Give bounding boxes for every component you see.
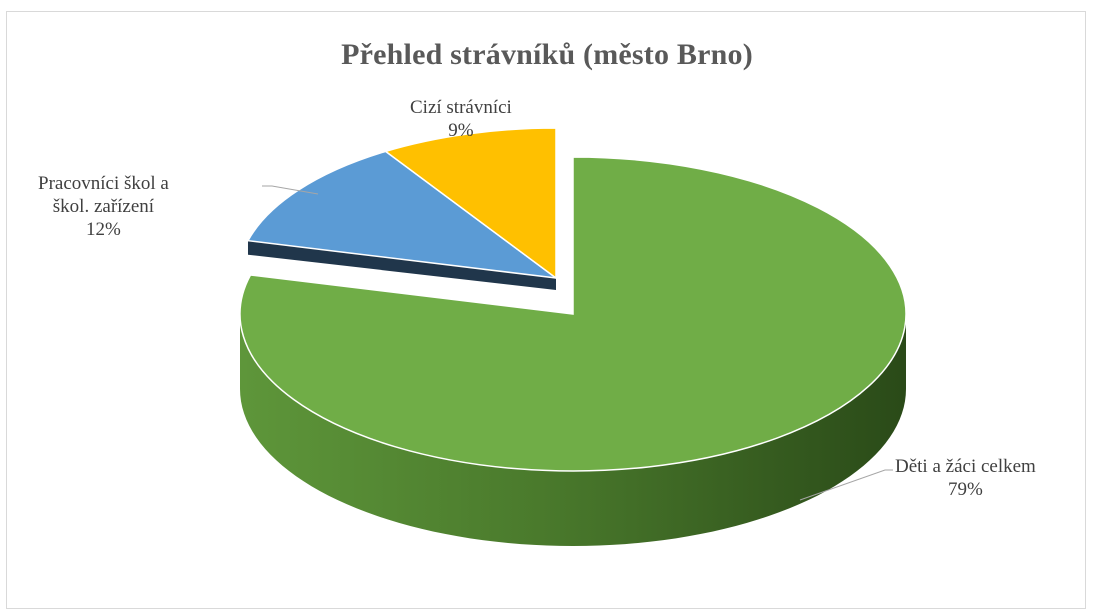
slice-percent: 9%	[448, 120, 474, 141]
chart-title: Přehled strávníků (město Brno)	[341, 38, 753, 71]
slice-label: Cizí strávníci	[410, 97, 512, 118]
slice-percent: 79%	[948, 479, 983, 500]
slice-side-deti-a-zaci	[240, 314, 906, 546]
leader-line-deti-a-zaci	[799, 469, 893, 501]
data-label-pracovnici: Pracovníci škol a škol. zařízení 12%	[38, 172, 169, 241]
slice-label-line-1: Pracovníci škol a	[38, 173, 169, 194]
data-label-deti-a-zaci: Děti a žáci celkem 79%	[895, 455, 1036, 501]
slice-percent: 12%	[86, 219, 121, 240]
data-label-cizi-stravnici: Cizí strávníci 9%	[410, 96, 512, 142]
slice-label: Děti a žáci celkem	[895, 456, 1036, 477]
pie-slice-deti-a-zaci	[239, 156, 907, 472]
slice-label-line-2: škol. zařízení	[52, 196, 155, 217]
pie-slice-cizi-stravnici	[383, 127, 557, 280]
leader-line-pracovnici	[262, 185, 319, 195]
pie-slice-pracovnici	[246, 150, 559, 280]
slice-edge-pracovnici	[247, 240, 557, 290]
